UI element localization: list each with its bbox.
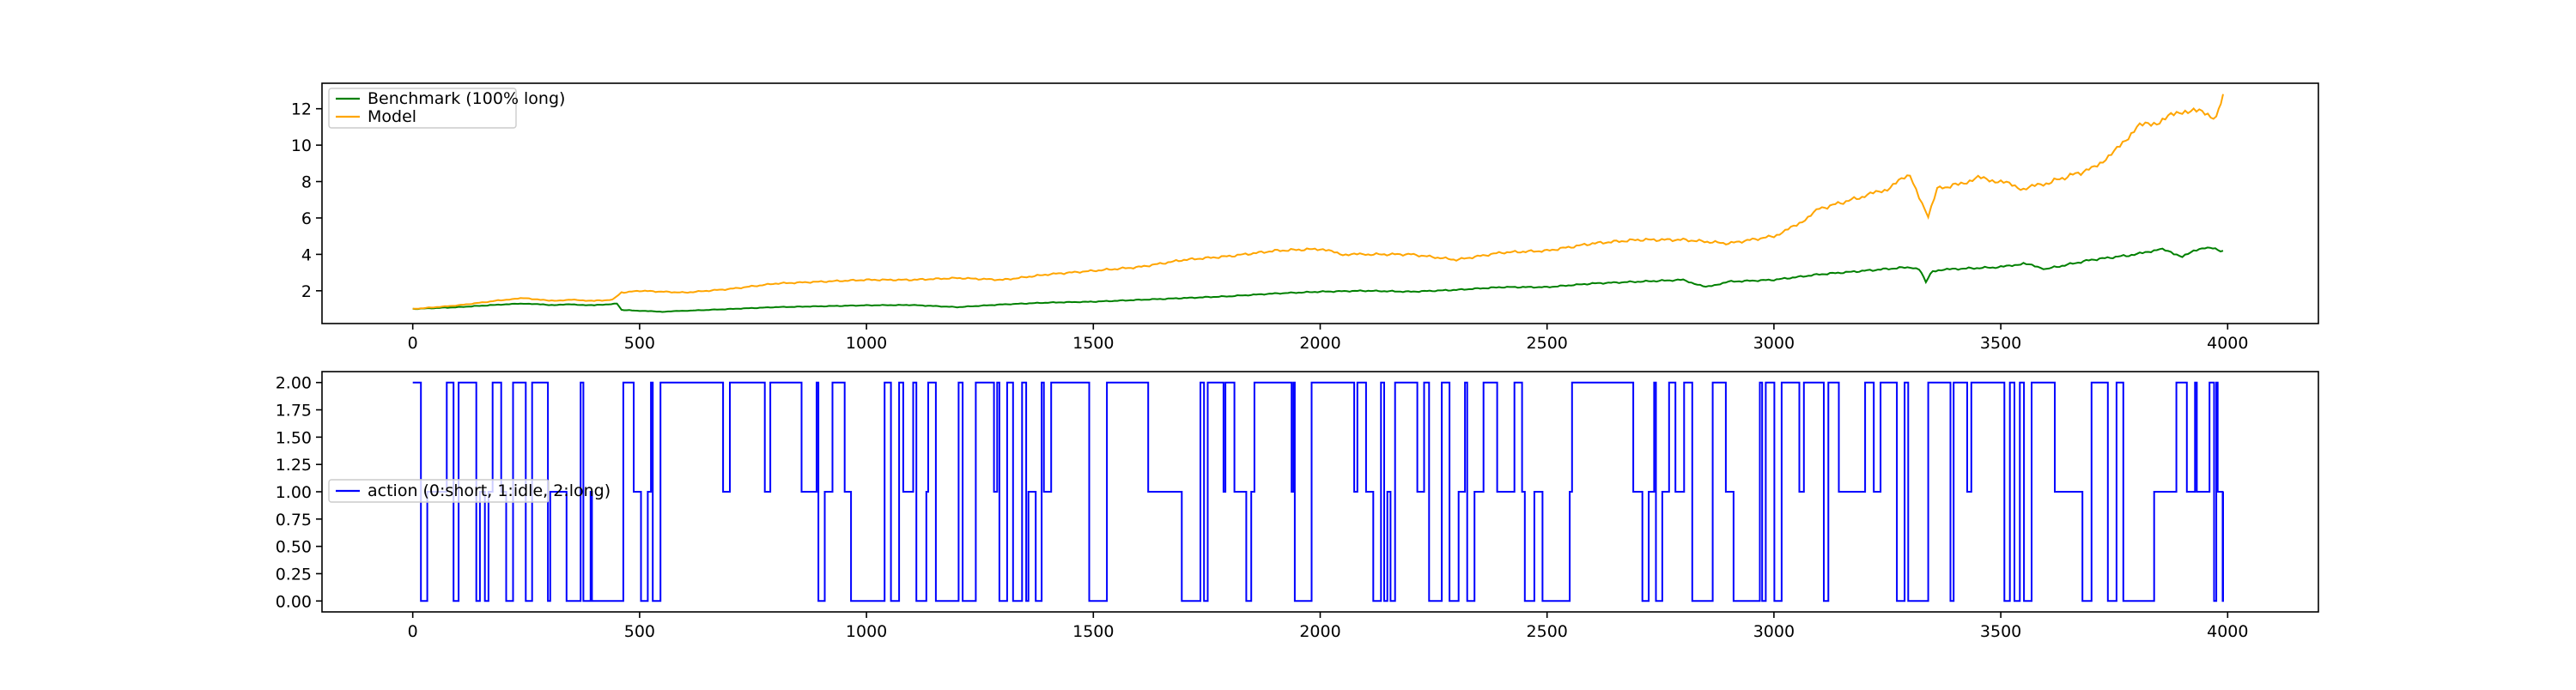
top-y-tick-label: 10	[291, 136, 312, 155]
top-x-tick-label: 500	[624, 334, 655, 353]
bottom-x-tick-label: 1500	[1072, 622, 1114, 641]
legend-label-benchmark: Benchmark (100% long)	[368, 89, 565, 108]
top-x-tick-label: 0	[408, 334, 418, 353]
bottom-y-ticks: 0.00 0.25 0.50 0.75 1.00 1.25 1.50 1.75 2.00	[276, 374, 322, 611]
bottom-x-tick-label: 4000	[2207, 622, 2248, 641]
top-legend: Benchmark (100% long) Model	[328, 88, 565, 129]
series-line-action	[412, 381, 2224, 602]
top-legend-box	[328, 88, 517, 129]
top-x-tick-label: 2000	[1299, 334, 1340, 353]
top-y-tick-label: 8	[301, 173, 312, 192]
bottom-y-tick-label: 2.00	[276, 374, 312, 393]
bottom-x-tick-label: 3500	[1980, 622, 2021, 641]
bottom-x-tick-label: 0	[408, 622, 418, 641]
top-series	[412, 94, 2224, 313]
bottom-x-tick-label: 2500	[1527, 622, 1568, 641]
top-x-tick-label: 1000	[846, 334, 887, 353]
bottom-series	[412, 381, 2224, 602]
top-x-tick-label: 1500	[1072, 334, 1114, 353]
bottom-x-ticks: 0 500 1000 1500 2000 2500 3000 3500 4000	[408, 612, 2248, 641]
bottom-y-tick-label: 1.25	[276, 456, 312, 475]
bottom-y-tick-label: 0.25	[276, 565, 312, 584]
bottom-x-tick-label: 1000	[846, 622, 887, 641]
bottom-y-tick-label: 0.50	[276, 538, 312, 557]
top-plot-frame	[321, 82, 2319, 324]
bottom-chart: 0 500 1000 1500 2000 2500 3000 3500 4000 0.00 0.2…	[276, 371, 2319, 641]
bottom-legend: action (0:short, 1:idle, 2:long)	[328, 479, 611, 503]
top-x-tick-label: 4000	[2207, 334, 2248, 353]
bottom-y-tick-label: 0.75	[276, 511, 312, 530]
top-x-tick-label: 3500	[1980, 334, 2021, 353]
legend-label-action: action (0:short, 1:idle, 2:long)	[368, 481, 611, 500]
top-y-tick-label: 6	[301, 209, 312, 228]
top-x-ticks: 0 500 1000 1500 2000 2500 3000 3500 4000	[408, 324, 2248, 353]
bottom-y-tick-label: 1.50	[276, 428, 312, 447]
series-line-model	[412, 94, 2224, 310]
top-y-tick-label: 2	[301, 282, 312, 301]
bottom-legend-box	[328, 479, 550, 503]
bottom-y-tick-label: 1.00	[276, 483, 312, 502]
series-line-benchmark	[412, 246, 2224, 313]
top-y-ticks: 2 4 6 8 10 12	[291, 100, 322, 301]
top-y-tick-label: 4	[301, 245, 312, 264]
bottom-plot-frame	[321, 371, 2319, 613]
top-chart: 0 500 1000 1500 2000 2500 3000 3500 4000 2 4 6 8 10 1…	[291, 82, 2319, 353]
bottom-y-tick-label: 1.75	[276, 402, 312, 421]
legend-label-model: Model	[368, 107, 416, 126]
bottom-x-tick-label: 2000	[1299, 622, 1340, 641]
bottom-x-tick-label: 3000	[1753, 622, 1795, 641]
bottom-y-tick-label: 0.00	[276, 592, 312, 611]
bottom-x-tick-label: 500	[624, 622, 655, 641]
top-x-tick-label: 2500	[1527, 334, 1568, 353]
top-y-tick-label: 12	[291, 100, 312, 119]
top-x-tick-label: 3000	[1753, 334, 1795, 353]
